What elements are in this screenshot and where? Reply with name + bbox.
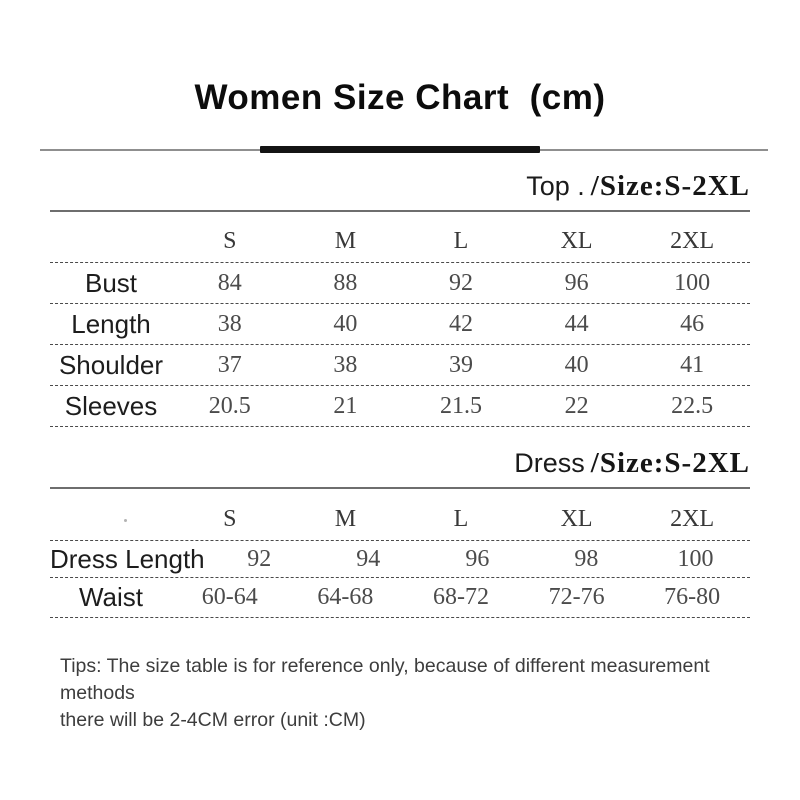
dress-section-underline [50,487,750,489]
row-label: Sleeves [64,390,158,421]
size-value: 76-80 [664,584,721,610]
top-section-label: Top . [526,171,585,201]
row-label: Waist [78,582,144,612]
size-value: 42 [448,310,473,337]
page-title: Women Size Chart (cm) [194,78,606,117]
size-column-header: L [453,228,469,254]
empty-corner-cell [50,497,172,540]
size-value: 100 [677,545,714,572]
dress-section-header: Dress /Size:S-2XL [50,447,750,480]
size-value: 21.5 [439,392,482,419]
top-section-underline [50,210,750,212]
size-column-header: XL [560,228,593,254]
size-value: 92 [247,545,272,572]
size-column-header: M [334,228,357,254]
dress-section-label: Dress [514,448,585,478]
tips-note: Tips: The size table is for reference on… [60,653,770,734]
size-column-header: S [223,228,237,254]
size-value: 96 [564,269,589,296]
table-row-length: Length 38 40 42 44 46 [50,304,750,345]
size-value: 60-64 [201,584,258,610]
size-value: 40 [333,310,358,337]
size-column-header: 2XL [670,228,715,254]
top-section-size-range: /Size:S-2XL [590,170,750,202]
size-value: 84 [217,269,242,296]
size-value: 92 [448,269,473,296]
dress-size-table: S M L XL 2XL Dress Length 92 94 96 98 10… [50,497,750,618]
size-value: 22.5 [671,392,714,419]
table-row-bust: Bust 84 88 92 96 100 [50,263,750,304]
row-label: Shoulder [58,349,164,380]
size-value: 40 [564,351,589,378]
size-column-header: S [223,506,237,532]
size-value: 38 [217,310,242,337]
stray-mark [124,519,127,522]
size-column-header: 2XL [670,506,715,532]
row-label: Length [71,308,151,339]
top-size-table: S M L XL 2XL Bust 84 88 92 96 100 Length… [50,220,750,427]
top-size-header-row: S M L XL 2XL [50,220,750,263]
size-value: 41 [680,351,705,378]
size-value: 94 [356,545,381,572]
row-label: Dress Length [50,543,205,574]
size-value: 46 [680,310,705,337]
title-divider [40,146,768,154]
tips-line-1: Tips: The size table is for reference on… [60,655,710,704]
size-column-header: M [334,506,357,532]
empty-corner-cell [50,220,172,262]
size-value: 100 [674,269,711,296]
size-value: 98 [574,545,599,572]
row-label: Bust [84,267,138,298]
tips-line-2: there will be 2-4CM error (unit :CM) [60,709,366,731]
size-value: 37 [217,351,242,378]
size-column-header: XL [560,506,593,532]
dress-section-size-range: /Size:S-2XL [590,447,750,479]
size-column-header: L [453,506,469,532]
size-value: 88 [333,269,358,296]
size-value: 68-72 [432,584,489,610]
table-row-shoulder: Shoulder 37 38 39 40 41 [50,345,750,386]
size-value: 38 [333,351,358,378]
size-value: 44 [564,310,589,337]
top-section-header: Top . /Size:S-2XL [50,170,750,203]
size-value: 96 [465,545,490,572]
size-value: 72-76 [548,584,605,610]
table-row-waist: Waist 60-64 64-68 68-72 72-76 76-80 [50,578,750,618]
table-row-sleeves: Sleeves 20.5 21 21.5 22 22.5 [50,386,750,427]
size-value: 39 [448,351,473,378]
size-value: 22 [564,392,589,419]
size-value: 64-68 [317,584,374,610]
dress-size-header-row: S M L XL 2XL [50,497,750,541]
table-row-dress-length: Dress Length 92 94 96 98 100 [50,541,750,578]
title-divider-thick-bar [260,146,540,153]
size-value: 21 [333,392,358,419]
size-value: 20.5 [208,392,251,419]
